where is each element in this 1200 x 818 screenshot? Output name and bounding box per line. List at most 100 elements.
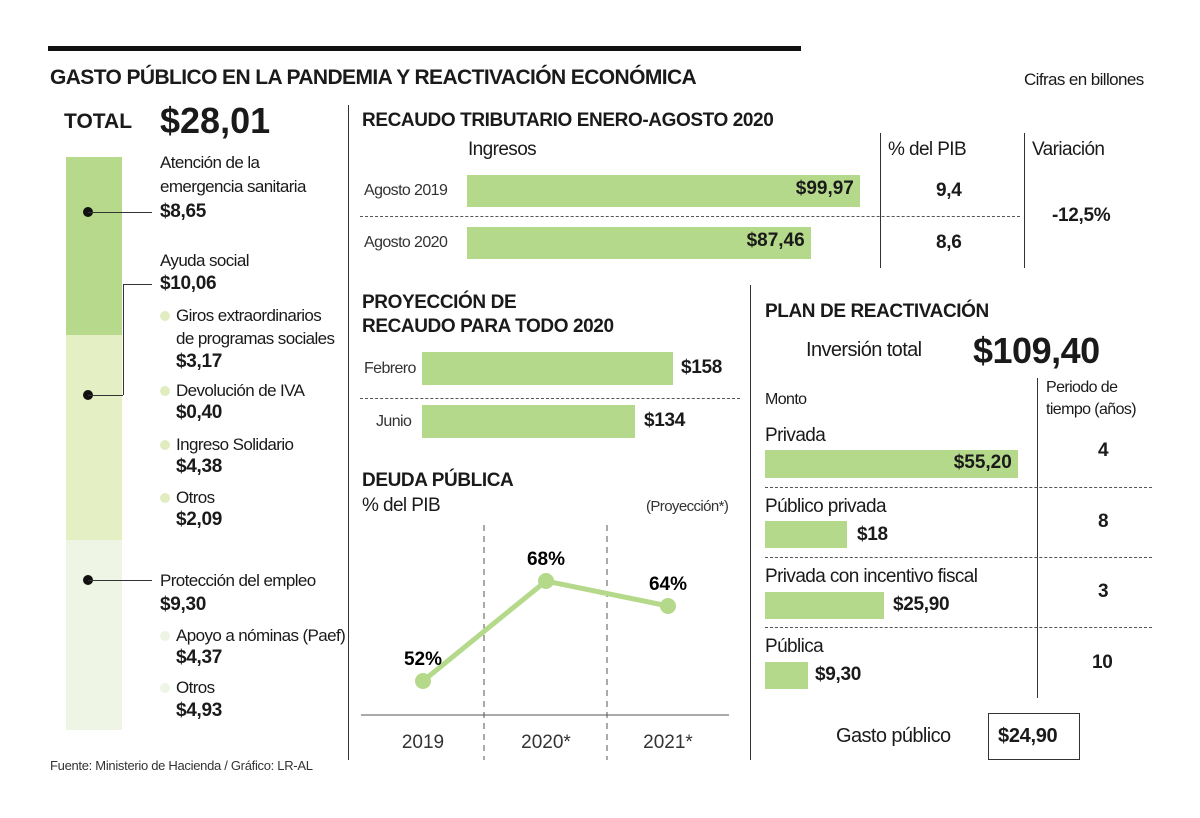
sub-item-value: $2,09: [176, 509, 223, 530]
gasto-value: $24,90: [998, 725, 1058, 747]
proyeccion-title: RECAUDO PARA TODO 2020: [362, 316, 614, 337]
data-label: 52%: [404, 649, 442, 670]
divider: [880, 133, 881, 268]
x-tick-label: 2020*: [521, 732, 571, 753]
data-label: 68%: [527, 549, 565, 570]
divider: [348, 105, 349, 760]
sub-item-dot: [160, 311, 170, 321]
row-separator: [765, 557, 1152, 558]
years-value: 8: [1098, 511, 1109, 532]
row-label: Junio: [376, 413, 412, 430]
row-label: Agosto 2019: [364, 182, 448, 199]
sub-item-value: $0,40: [176, 402, 223, 423]
sub-item-label: Devolución de IVA: [176, 381, 305, 400]
page-title: GASTO PÚBLICO EN LA PANDEMIA Y REACTIVAC…: [50, 66, 697, 89]
sub-item-value: $4,38: [176, 456, 223, 477]
units-note: Cifras en billones: [1024, 70, 1144, 89]
sub-item-dot: [160, 493, 170, 503]
row-label: Febrero: [364, 360, 416, 377]
col-periodo: Periodo de: [1046, 379, 1118, 396]
row-separator: [765, 487, 1152, 488]
bar-value: $18: [857, 524, 888, 545]
connector-line: [88, 395, 123, 396]
plan-bar: $55,20: [765, 450, 1018, 478]
deuda-ylabel: % del PIB: [362, 495, 441, 516]
bar-value: $9,30: [815, 664, 862, 685]
sub-item-label: Ingreso Solidario: [176, 435, 294, 454]
sub-item-dot: [160, 631, 170, 641]
proyeccion-bar: [422, 352, 674, 385]
total-value: $28,01: [160, 100, 271, 141]
top-rule: [48, 46, 801, 51]
gasto-label: Gasto público: [836, 725, 951, 747]
plan-title: PLAN DE REACTIVACIÓN: [765, 301, 989, 322]
x-tick-label: 2021*: [643, 732, 693, 753]
bar-value: $99,97: [795, 178, 854, 199]
data-point: [660, 598, 676, 614]
years-value: 4: [1098, 440, 1109, 461]
bar-value: $87,46: [746, 230, 805, 251]
segment-value: $10,06: [160, 273, 217, 294]
proyeccion-bar: [422, 405, 636, 438]
connector-line: [88, 580, 152, 581]
row-separator: [360, 398, 740, 399]
sub-item-label: Giros extraordinarios: [176, 306, 322, 325]
data-point: [538, 573, 554, 589]
col-ingresos: Ingresos: [468, 139, 537, 160]
plan-bar: [765, 662, 808, 689]
inversion-value: $109,40: [973, 330, 1100, 371]
plan-row-label: Público privada: [765, 496, 887, 517]
years-value: 10: [1092, 652, 1113, 673]
divider: [1024, 133, 1025, 268]
segment-label: Atención de la: [160, 153, 260, 172]
row-separator: [360, 216, 1020, 217]
sub-item-dot: [160, 440, 170, 450]
years-value: 3: [1098, 581, 1109, 602]
pib-value: 9,4: [936, 180, 962, 201]
sub-item-value: $3,17: [176, 351, 223, 372]
col-monto: Monto: [765, 391, 807, 408]
inversion-label: Inversión total: [806, 339, 922, 361]
plan-row-label: Privada con incentivo fiscal: [765, 566, 978, 587]
plan-row-label: Privada: [765, 425, 826, 446]
sub-item-dot: [160, 683, 170, 693]
sub-item-value: $4,37: [176, 647, 223, 668]
sub-item-label: Otros: [176, 488, 215, 507]
bar-value: $55,20: [953, 452, 1012, 473]
segment-value: $8,65: [160, 201, 207, 222]
recaudo-bar: $99,97: [467, 175, 860, 207]
plan-row-label: Pública: [765, 636, 824, 657]
plan-bar: [765, 521, 848, 548]
bar-value: $158: [681, 357, 723, 378]
plan-bar: [765, 592, 884, 619]
data-label: 64%: [649, 574, 687, 595]
sub-item-label: Otros: [176, 678, 215, 697]
data-point: [415, 673, 431, 689]
segment-label: Ayuda social: [160, 251, 249, 270]
connector-line: [88, 212, 152, 213]
variation-value: -12,5%: [1052, 205, 1111, 226]
gasto-box: [988, 713, 1080, 760]
sub-item-value: $4,93: [176, 700, 223, 721]
pib-value: 8,6: [936, 232, 962, 253]
total-stack-segment-1: [66, 157, 122, 335]
proyeccion-title: PROYECCIÓN DE: [362, 292, 517, 313]
bar-value: $25,90: [893, 594, 950, 615]
series-line: [421, 578, 669, 683]
row-separator: [765, 627, 1152, 628]
total-label: TOTAL: [64, 110, 133, 133]
divider: [750, 285, 751, 760]
recaudo-title: RECAUDO TRIBUTARIO ENERO-AGOSTO 2020: [362, 110, 774, 131]
x-tick-label: 2019: [402, 732, 444, 753]
segment-value: $9,30: [160, 594, 207, 615]
col-pib: % del PIB: [888, 139, 967, 160]
col-periodo: tiempo (años): [1046, 401, 1137, 418]
segment-label: Protección del empleo: [160, 571, 316, 590]
bar-value: $134: [644, 410, 686, 431]
connector-line: [123, 284, 152, 285]
sub-item-label: Apoyo a nóminas (Paef): [176, 626, 346, 645]
row-label: Agosto 2020: [364, 234, 448, 251]
source-note: Fuente: Ministerio de Hacienda / Gráfico…: [50, 758, 313, 773]
total-stack-segment-3: [66, 540, 122, 730]
